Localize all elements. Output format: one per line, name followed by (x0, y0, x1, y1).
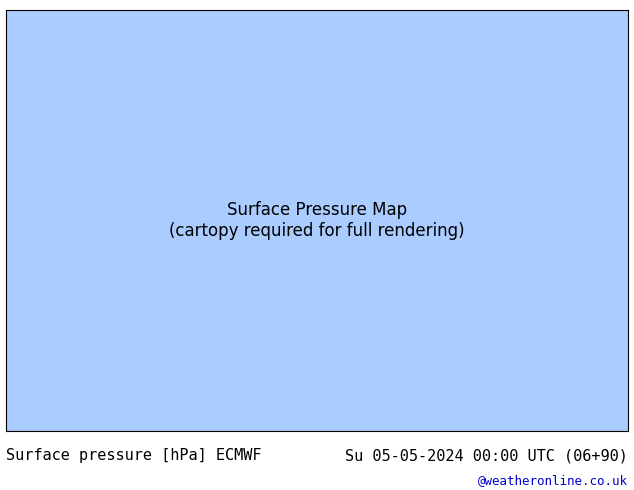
Text: Surface pressure [hPa] ECMWF: Surface pressure [hPa] ECMWF (6, 448, 262, 463)
Text: @weatheronline.co.uk: @weatheronline.co.uk (477, 474, 628, 487)
Text: Surface Pressure Map
(cartopy required for full rendering): Surface Pressure Map (cartopy required f… (169, 201, 465, 240)
Text: Su 05-05-2024 00:00 UTC (06+90): Su 05-05-2024 00:00 UTC (06+90) (345, 448, 628, 463)
